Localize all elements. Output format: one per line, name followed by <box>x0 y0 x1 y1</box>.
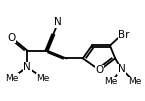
Text: N: N <box>118 64 126 74</box>
Text: Me: Me <box>105 77 118 86</box>
Text: Br: Br <box>118 30 130 40</box>
Text: N: N <box>54 17 62 27</box>
Text: O: O <box>96 65 104 75</box>
Text: Me: Me <box>36 74 49 83</box>
Text: Me: Me <box>5 74 18 83</box>
Text: N: N <box>23 62 31 72</box>
Text: Me: Me <box>128 77 141 86</box>
Text: O: O <box>8 33 16 43</box>
